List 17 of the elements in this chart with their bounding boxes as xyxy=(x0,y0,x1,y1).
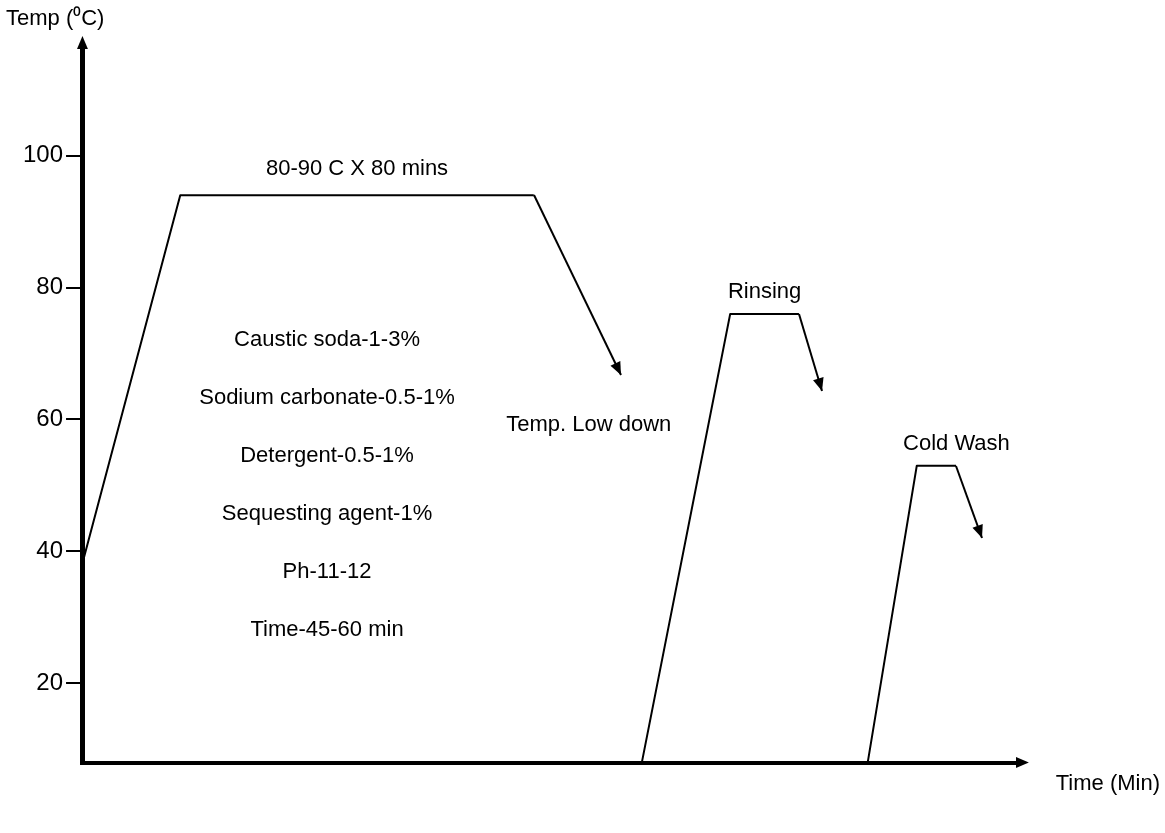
annotation: Rinsing xyxy=(727,277,802,303)
y-tick-label: 20 xyxy=(36,668,64,696)
y-tick-label: 100 xyxy=(23,140,64,168)
annotation: Ph-11-12 xyxy=(282,558,372,584)
annotation: Temp. Low down xyxy=(506,411,672,437)
x-axis-title: Time (Min) xyxy=(1055,769,1160,795)
annotation: Cold Wash xyxy=(903,429,1010,455)
y-tick-label: 60 xyxy=(36,404,64,432)
annotation: Caustic soda-1-3% xyxy=(234,326,420,352)
y-tick-label: 40 xyxy=(36,536,64,564)
annotation: Time-45-60 min xyxy=(250,616,404,642)
annotation: Detergent-0.5-1% xyxy=(240,442,414,468)
annotation: Sodium carbonate-0.5-1% xyxy=(199,384,455,410)
annotation: Sequesting agent-1% xyxy=(221,500,433,526)
y-tick-label: 80 xyxy=(36,272,64,300)
y-axis-title: Temp (⁰C) xyxy=(6,5,105,31)
annotation: 80-90 C X 80 mins xyxy=(265,155,449,181)
